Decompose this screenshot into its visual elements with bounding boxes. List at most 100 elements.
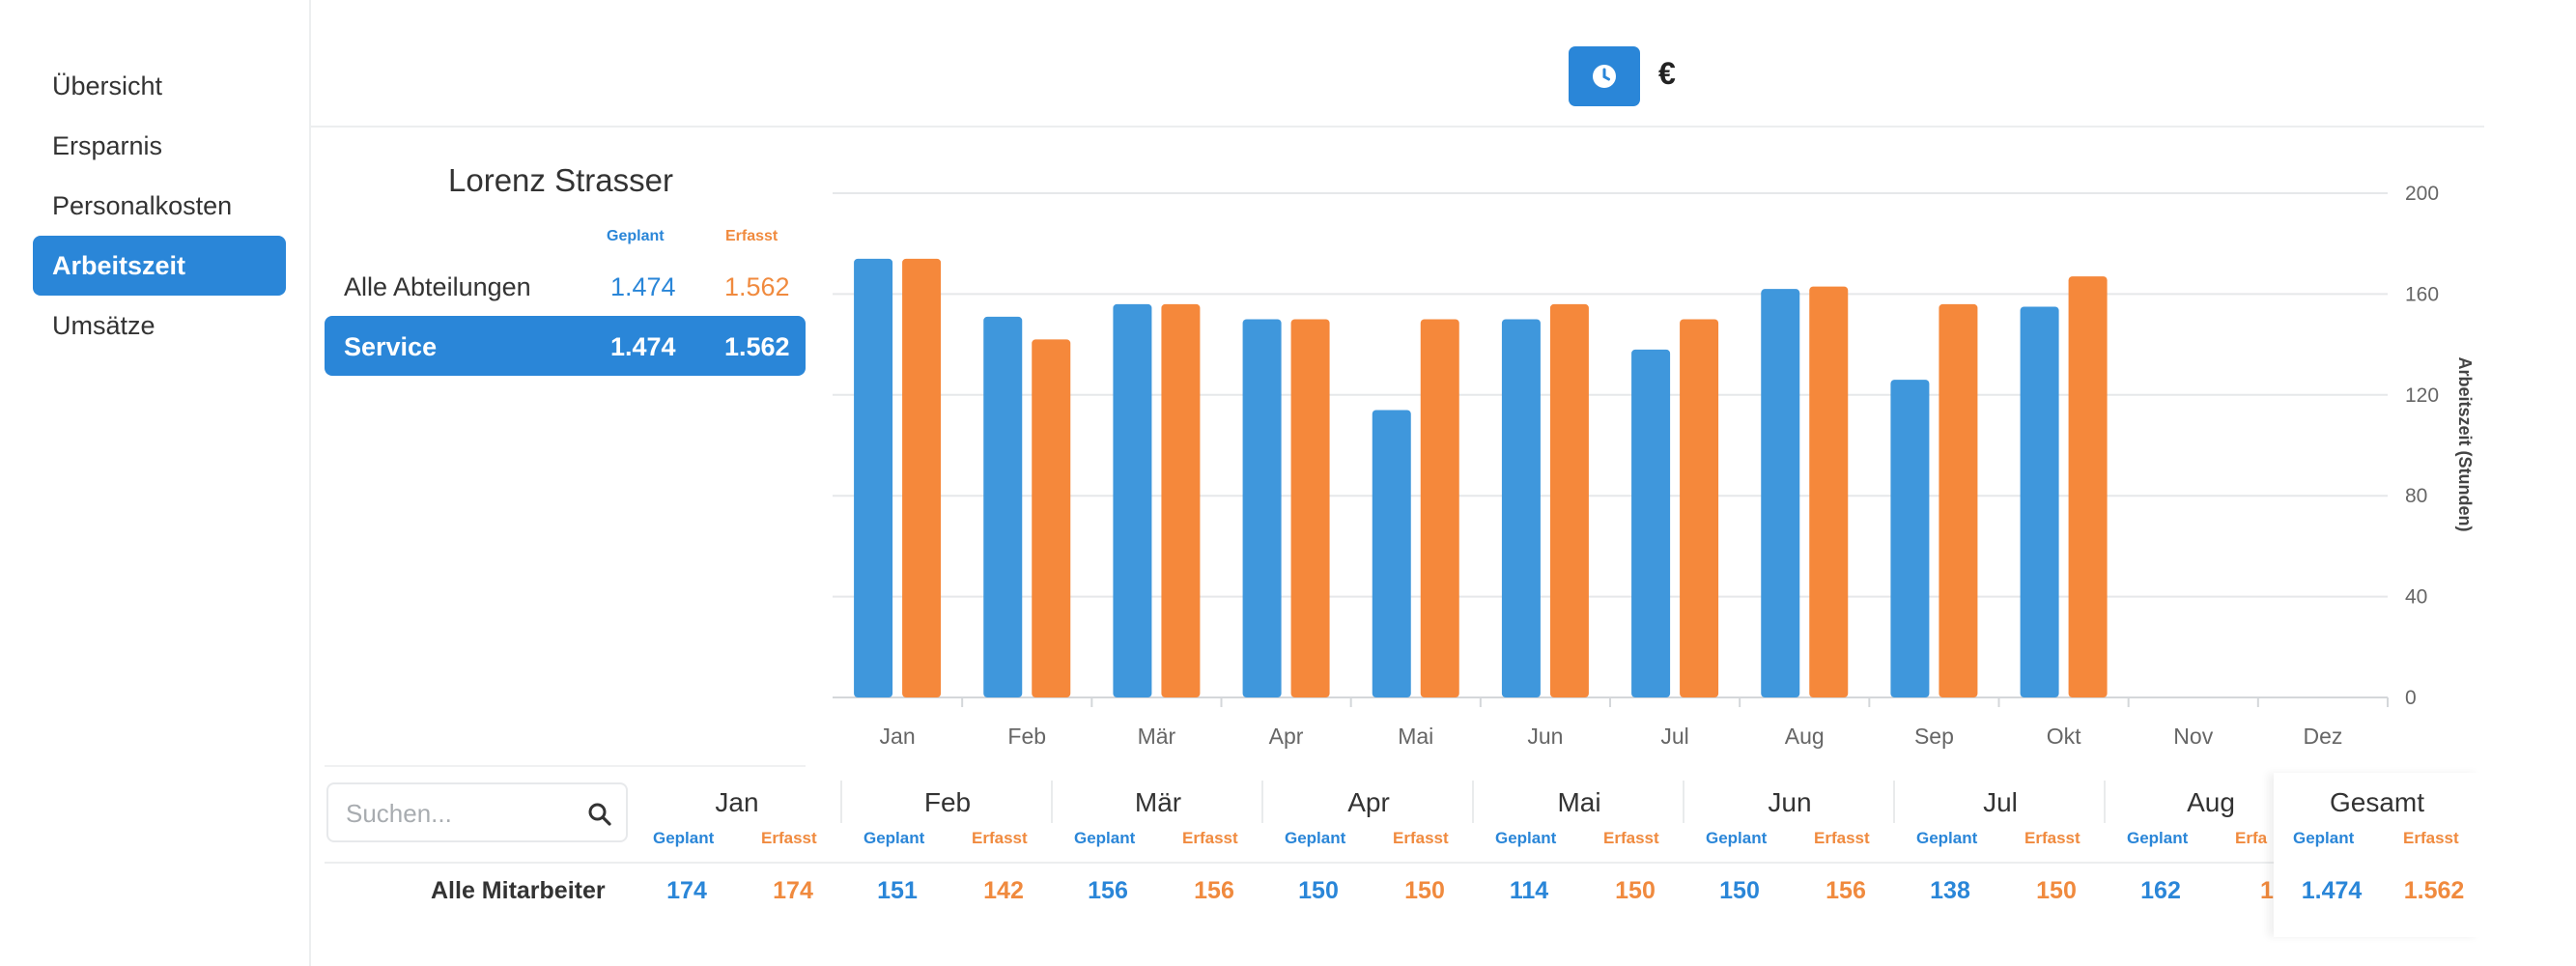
- bar-recorded: [1290, 319, 1330, 697]
- month-column-header: Jan: [715, 787, 759, 817]
- bar-recorded: [1549, 303, 1589, 697]
- column-separator: [1893, 781, 1895, 823]
- bar-planned: [2020, 306, 2059, 697]
- planned-hours: 1.474: [610, 332, 676, 361]
- x-tick-label: Jun: [1527, 724, 1563, 749]
- planned-subheader: Geplant: [1495, 829, 1557, 847]
- month-column-header: Aug: [2187, 787, 2235, 817]
- recorded-hours: 1.562: [724, 272, 790, 301]
- y-axis-label: Arbeitszeit (Stunden): [2455, 356, 2475, 531]
- recorded-cell: 156: [1194, 877, 1234, 904]
- recorded-subheader: Erfasst: [761, 829, 817, 847]
- recorded-subheader: Erfasst: [1814, 829, 1870, 847]
- bar-recorded: [1420, 319, 1459, 697]
- planned-hours: 1.474: [610, 272, 676, 301]
- bar-recorded: [1809, 286, 1849, 697]
- planned-cell: 150: [1298, 877, 1339, 904]
- y-tick-label: 40: [2405, 586, 2427, 609]
- y-tick-label: 0: [2405, 687, 2417, 709]
- total-planned: 1.474: [2301, 877, 2363, 904]
- sidebar-item-uebersicht[interactable]: Übersicht: [52, 71, 163, 100]
- employee-name: Lorenz Strasser: [448, 162, 673, 198]
- x-tick-label: Dez: [2303, 724, 2342, 749]
- recorded-cell: 174: [773, 877, 813, 904]
- planned-column-header: Geplant: [607, 228, 665, 244]
- recorded-cell: 142: [983, 877, 1024, 904]
- recorded-subheader: Erfasst: [2024, 829, 2081, 847]
- total-recorded-subheader: Erfasst: [2403, 829, 2459, 847]
- x-tick-label: Aug: [1785, 724, 1825, 749]
- month-column-header: Jun: [1768, 787, 1812, 817]
- bar-planned: [1761, 289, 1800, 697]
- bar-planned: [1890, 380, 1930, 697]
- search-box[interactable]: [326, 782, 628, 842]
- hours-view-button[interactable]: [1569, 46, 1640, 106]
- x-tick-label: Mär: [1138, 724, 1176, 749]
- bar-planned: [983, 316, 1023, 697]
- department-label: Alle Abteilungen: [344, 272, 531, 301]
- department-row-service[interactable]: Service 1.474 1.562: [325, 316, 806, 376]
- recorded-cell: 150: [2036, 877, 2077, 904]
- planned-cell: 150: [1719, 877, 1760, 904]
- recorded-subheader: Erfasst: [1393, 829, 1449, 847]
- x-tick-label: Mai: [1398, 724, 1433, 749]
- month-column-header: Feb: [923, 787, 972, 817]
- planned-subheader: Geplant: [1916, 829, 1978, 847]
- sidebar-item-umsaetze[interactable]: Umsätze: [52, 311, 156, 340]
- department-row-all[interactable]: Alle Abteilungen 1.474 1.562: [325, 256, 806, 316]
- planned-cell: 156: [1088, 877, 1128, 904]
- working-hours-chart: 0 40 80 120 160 200 Arbeitszeit (Stunden) Jan Fe…: [833, 183, 2475, 749]
- search-icon[interactable]: [587, 802, 612, 827]
- column-separator: [2104, 781, 2106, 823]
- x-tick-label: Apr: [1269, 724, 1304, 749]
- search-input[interactable]: [346, 796, 578, 831]
- recorded-subheader: Erfasst: [1182, 829, 1238, 847]
- column-separator: [1683, 781, 1684, 823]
- sidebar-item-ersparnis[interactable]: Ersparnis: [52, 131, 163, 160]
- sidebar-item-arbeitszeit[interactable]: Arbeitszeit: [33, 236, 286, 296]
- bar-planned: [1113, 303, 1152, 697]
- total-recorded: 1.562: [2403, 877, 2465, 904]
- recorded-cell: 1: [2260, 877, 2274, 904]
- total-planned-subheader: Geplant: [2293, 829, 2355, 847]
- bar-recorded: [1680, 319, 1719, 697]
- recorded-cell: 150: [1615, 877, 1656, 904]
- planned-subheader: Geplant: [1706, 829, 1768, 847]
- planned-cell: 162: [2140, 877, 2181, 904]
- x-tick-label: Nov: [2173, 724, 2213, 749]
- planned-cell: 138: [1930, 877, 1970, 904]
- planned-cell: 151: [877, 877, 918, 904]
- clock-icon: [1593, 65, 1616, 88]
- y-tick-label: 160: [2405, 283, 2439, 305]
- y-tick-label: 200: [2405, 183, 2439, 205]
- recorded-subheader: Erfa: [2235, 829, 2268, 847]
- bar-recorded: [902, 258, 942, 697]
- bar-planned: [1242, 319, 1282, 697]
- bar-planned: [854, 258, 893, 697]
- bar-recorded: [2068, 276, 2108, 697]
- recorded-cell: 156: [1826, 877, 1866, 904]
- month-column-header: Mai: [1557, 787, 1601, 817]
- planned-subheader: Geplant: [653, 829, 715, 847]
- recorded-hours: 1.562: [724, 332, 790, 361]
- sidebar: Übersicht Ersparnis Personalkosten Arbei…: [0, 0, 311, 966]
- column-separator: [840, 781, 842, 823]
- planned-cell: 174: [666, 877, 707, 904]
- currency-view-button[interactable]: €: [1658, 56, 1676, 91]
- month-column-header: Apr: [1347, 787, 1390, 817]
- planned-subheader: Geplant: [1285, 829, 1346, 847]
- bar-recorded: [1032, 339, 1071, 697]
- bar-planned: [1372, 410, 1411, 697]
- sidebar-item-personalkosten[interactable]: Personalkosten: [52, 191, 233, 220]
- total-column: Gesamt Geplant Erfasst 1.474 1.562: [2274, 773, 2480, 937]
- month-column-header: Jul: [1983, 787, 2018, 817]
- recorded-column-header: Erfasst: [725, 228, 778, 244]
- x-tick-label: Feb: [1007, 724, 1046, 749]
- column-separator: [1051, 781, 1053, 823]
- row-label-all-employees: Alle Mitarbeiter: [431, 877, 606, 904]
- planned-cell: 114: [1509, 877, 1549, 904]
- planned-subheader: Geplant: [2127, 829, 2189, 847]
- bar-planned: [1631, 349, 1671, 697]
- column-separator: [1261, 781, 1263, 823]
- recorded-subheader: Erfasst: [972, 829, 1028, 847]
